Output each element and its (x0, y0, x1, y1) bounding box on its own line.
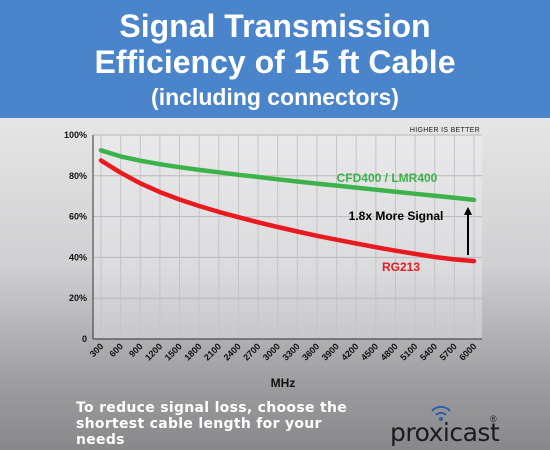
footer-note-line-1: To reduce signal loss, choose the (76, 400, 348, 416)
label-layer: HIGHER IS BETTER CFD400 / LMR400 RG213 1.8x… (337, 127, 480, 274)
y-tick-label: 100% (64, 130, 87, 140)
x-tick-label: 900 (127, 341, 145, 359)
brand-name: proxicast (390, 418, 500, 447)
x-tick-label: 4800 (379, 341, 400, 362)
chart-title-line-2: Efficiency of 15 ft Cable (94, 44, 456, 80)
corner-note: HIGHER IS BETTER (410, 127, 480, 134)
x-tick-label: 3900 (320, 341, 341, 362)
x-tick-label: 3300 (280, 341, 301, 362)
y-tick-label: 60% (69, 212, 87, 222)
x-tick-label: 2700 (241, 341, 262, 362)
x-tick-label: 1800 (182, 341, 203, 362)
x-tick-label: 6000 (457, 341, 478, 362)
plot-area (93, 135, 482, 339)
annotation-arrow-head (464, 206, 472, 215)
title-banner: Signal Transmission Efficiency of 15 ft … (0, 0, 550, 118)
x-tick-label: 2100 (202, 341, 223, 362)
registered-mark: ® (490, 414, 497, 424)
annotation-label: 1.8x More Signal (349, 209, 444, 223)
proxicast-logo: proxicast ® (390, 404, 520, 448)
series-label-cfd400-lmr400: CFD400 / LMR400 (337, 171, 438, 185)
series-layer (98, 148, 477, 264)
x-axis-label: MHz (271, 376, 296, 390)
series-line-rg213 (98, 158, 477, 264)
x-tick-label: 1500 (163, 341, 184, 362)
x-tick-label: 3600 (300, 341, 321, 362)
grid-layer (93, 134, 482, 340)
x-tick-label: 5100 (398, 341, 419, 362)
wifi-signal-icon (431, 405, 451, 421)
chart-title-line-1: Signal Transmission (119, 8, 431, 44)
x-tick-label: 2400 (222, 341, 243, 362)
chart-subtitle: (including connectors) (151, 84, 399, 110)
y-tick-label: 80% (69, 171, 87, 181)
y-tick-label: 0 (82, 334, 87, 344)
x-tick-label: 600 (107, 341, 125, 359)
x-tick-label: 5400 (418, 341, 439, 362)
x-tick-label: 4500 (359, 341, 380, 362)
x-tick-label: 1200 (143, 341, 164, 362)
chart-panel (0, 118, 550, 450)
footer-note-line-2: shortest cable length for your needs (76, 416, 322, 448)
series-label-rg213: RG213 (382, 260, 420, 274)
y-tick-label: 40% (69, 252, 87, 262)
x-tick-label: 3000 (261, 341, 282, 362)
y-tick-label: 20% (69, 293, 87, 303)
series-line-cfd400-lmr400 (98, 148, 477, 203)
x-tick-label: 5700 (438, 341, 459, 362)
x-tick-label: 300 (88, 341, 106, 359)
x-tick-label: 4200 (339, 341, 360, 362)
